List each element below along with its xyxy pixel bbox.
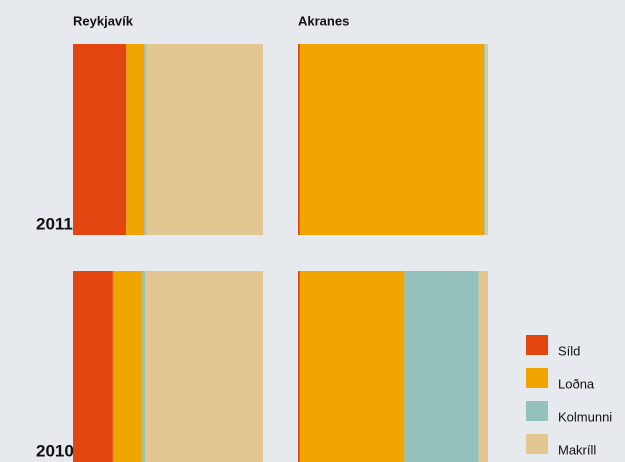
bar-segment [299,44,485,235]
bar-segment [485,44,488,235]
legend-swatch [526,368,548,388]
legend-swatch [526,335,548,355]
bar-segment [145,271,263,462]
legend-label: Kolmunni [558,409,612,424]
bar-segment [112,271,143,462]
legend-swatch [526,401,548,421]
bar-segment [126,44,145,235]
bar-segment [404,271,479,462]
panel-title: Reykjavík [73,13,134,28]
bar-segment [144,44,147,235]
bar-segment [484,44,486,235]
bar-segment [478,271,488,462]
bar-segment [73,44,127,235]
category-label: 2011 [36,214,73,233]
bar-segment [299,271,405,462]
category-label: 2010 [36,441,74,460]
legend-label: Loðna [558,376,595,391]
bar-segment [73,271,113,462]
panel-title: Akranes [298,13,349,28]
bar-segment [142,271,146,462]
bar-segment [298,44,300,235]
legend-label: Síld [558,343,580,358]
bar-segment [146,44,263,235]
legend-label: Makríll [558,442,596,457]
legend-swatch [526,434,548,454]
bar-segment [298,271,300,462]
